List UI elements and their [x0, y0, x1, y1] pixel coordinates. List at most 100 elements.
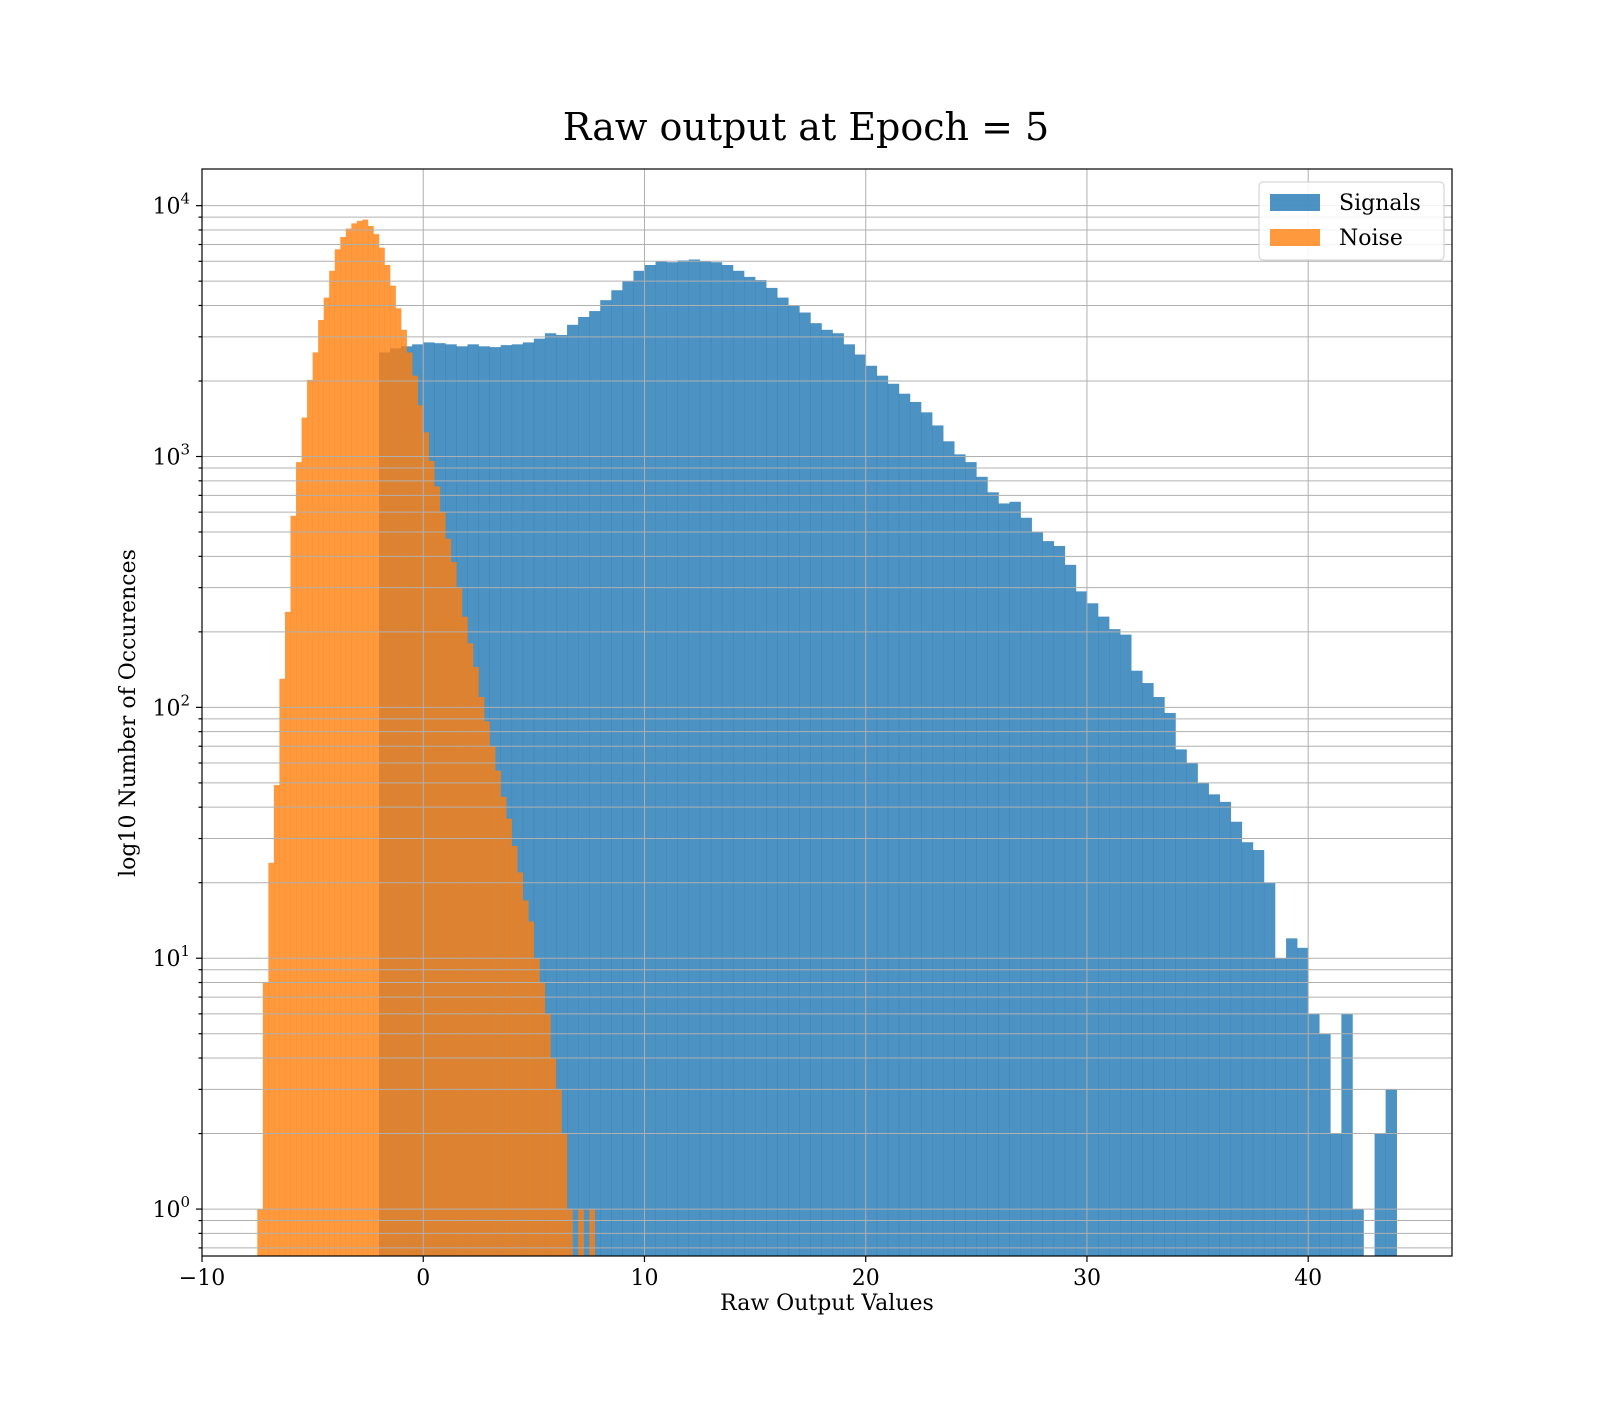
signals-bar — [1241, 842, 1254, 1256]
signals-bar — [1020, 517, 1032, 1256]
noise-bar — [478, 696, 485, 1256]
noise-bar — [539, 982, 546, 1256]
noise-bar — [517, 872, 524, 1256]
signals-bar — [821, 329, 833, 1256]
signals-bar — [810, 323, 822, 1256]
noise-bar — [589, 1209, 595, 1256]
signals-bar — [1053, 545, 1066, 1256]
axes-frame — [201, 168, 1453, 1257]
noise-bar — [428, 460, 435, 1257]
noise-bar — [423, 432, 430, 1256]
chart-title: Raw output at Epoch = 5 — [563, 105, 1049, 149]
signals-bar — [1153, 696, 1165, 1256]
signals-bar — [1197, 782, 1209, 1256]
y-tick-base: 10 — [152, 446, 180, 471]
x-tick-label: 0 — [416, 1266, 430, 1291]
y-tick-exponent: 3 — [180, 441, 190, 459]
signals-bar — [832, 333, 844, 1256]
noise-bar — [528, 921, 535, 1256]
noise-bar — [367, 225, 374, 1257]
noise-bar — [506, 818, 513, 1256]
signals-bar — [1252, 850, 1265, 1256]
signals-bar — [1352, 1209, 1364, 1256]
noise-bar — [417, 405, 424, 1256]
signals-bar — [854, 354, 867, 1256]
grid — [201, 169, 1452, 1256]
noise-bar — [495, 770, 501, 1256]
legend-swatch-signals — [1270, 194, 1320, 211]
y-tick-base: 10 — [152, 1198, 180, 1223]
signals-bar — [1308, 1013, 1320, 1256]
signals-bar — [544, 333, 557, 1256]
y-tick-label: 103 — [152, 441, 190, 471]
signals-bar — [921, 412, 933, 1257]
noise-bar — [362, 219, 369, 1257]
x-tick-label: −10 — [179, 1266, 225, 1291]
noise-bar — [406, 352, 413, 1256]
signals-bar — [1109, 629, 1121, 1256]
noise-bar — [544, 1013, 551, 1256]
signals-bar — [909, 401, 922, 1256]
y-tick-exponent: 0 — [180, 1193, 190, 1211]
noise-bar — [296, 462, 302, 1257]
signals-bar — [1263, 882, 1276, 1256]
noise-bar — [500, 796, 507, 1256]
x-tick-label: 20 — [852, 1266, 880, 1291]
y-tick-label: 101 — [152, 942, 190, 972]
noise-bar — [473, 666, 479, 1256]
noise-bar — [456, 587, 463, 1256]
noise-bar — [450, 561, 457, 1256]
signals-bar — [976, 476, 988, 1256]
signals-bar — [954, 454, 966, 1257]
signals-bar — [1009, 501, 1021, 1256]
signals-bar — [887, 383, 900, 1256]
signals-bar — [898, 393, 911, 1256]
signals-bar — [1098, 616, 1110, 1256]
noise-bar — [356, 220, 363, 1257]
signals-bar — [943, 441, 955, 1256]
signals-bar — [1120, 634, 1132, 1256]
signals-bar — [688, 259, 701, 1256]
signals-bar — [799, 312, 811, 1256]
noise-bar — [279, 678, 286, 1256]
signals-bar — [1219, 801, 1232, 1256]
noise-bar — [384, 265, 391, 1256]
signals-bar — [589, 311, 601, 1256]
signals-bar — [744, 276, 756, 1256]
signals-bar — [1374, 1133, 1386, 1256]
noise-bar — [284, 611, 291, 1256]
signals-bar — [788, 305, 800, 1257]
signals-bar — [987, 492, 999, 1256]
signals-bar — [533, 338, 546, 1256]
y-tick-base: 10 — [152, 696, 180, 721]
signals-bar — [998, 503, 1010, 1256]
signals-bar — [578, 316, 590, 1257]
signals-bar — [1031, 532, 1044, 1256]
signals-bar — [1230, 821, 1243, 1256]
y-tick-exponent: 2 — [180, 691, 190, 709]
noise-bar — [561, 1133, 568, 1256]
noise-bar — [533, 958, 540, 1256]
signals-bar — [1186, 763, 1198, 1256]
signals-bar — [1275, 958, 1287, 1256]
legend-swatch-noise — [1270, 229, 1320, 246]
noise-bar — [401, 329, 407, 1256]
signals-bar — [1075, 591, 1088, 1256]
signals-bar — [567, 324, 579, 1256]
y-tick-label: 102 — [152, 691, 190, 721]
signals-bar — [843, 344, 855, 1257]
y-tick-label: 104 — [152, 190, 190, 220]
signals-bar — [1341, 1013, 1353, 1256]
signals-bar — [1297, 947, 1309, 1256]
signals-bar — [710, 262, 723, 1257]
signals-bar — [876, 375, 889, 1256]
legend: Signals Noise — [1258, 181, 1445, 261]
signals-bar — [1042, 541, 1055, 1256]
signals-bar — [766, 287, 778, 1256]
noise-bar — [461, 616, 468, 1256]
signals-bar — [666, 262, 678, 1257]
noise-bar — [273, 785, 280, 1256]
y-tick-exponent: 4 — [180, 190, 190, 208]
